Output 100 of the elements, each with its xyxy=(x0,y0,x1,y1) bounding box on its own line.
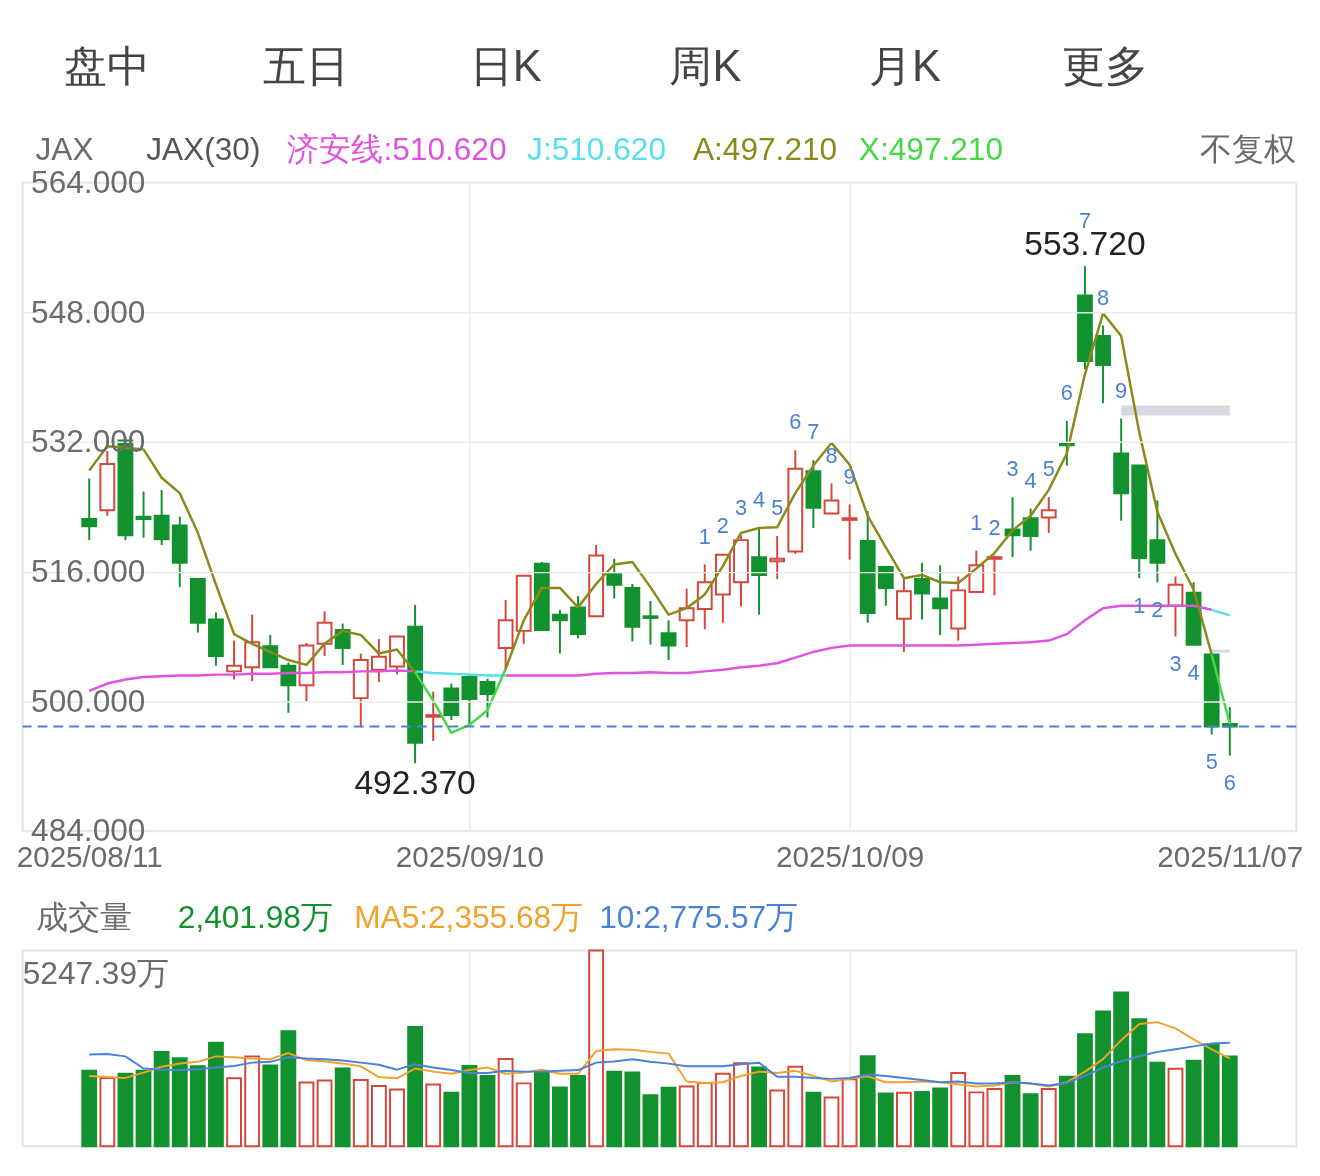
bar xyxy=(1185,1059,1202,1148)
bar xyxy=(1058,1075,1075,1148)
bar xyxy=(769,1089,786,1148)
x-tick-label: 2025/11/07 xyxy=(1157,840,1304,874)
bar xyxy=(1113,991,1130,1148)
candlestick xyxy=(877,565,894,607)
annotation: 9 xyxy=(1115,377,1128,403)
annotation: 1 xyxy=(970,509,983,535)
bar xyxy=(425,1083,442,1148)
bar xyxy=(1004,1074,1021,1148)
y-tick-label: 516.000 xyxy=(31,553,146,590)
bar xyxy=(81,1069,98,1148)
candlestick xyxy=(370,637,387,683)
annotation: 4 xyxy=(1187,660,1200,686)
x-tick-label: 2025/09/10 xyxy=(395,840,545,874)
bar xyxy=(1022,1093,1039,1148)
bar xyxy=(914,1090,930,1148)
bar xyxy=(932,1087,949,1148)
annotation: 8 xyxy=(825,442,838,468)
chart-subtitle: JAX(30) xyxy=(146,131,261,168)
annotation: 6 xyxy=(1223,770,1236,796)
annotation: 4 xyxy=(753,487,766,513)
bar xyxy=(280,1030,297,1148)
text: MA5:2,355.68万 xyxy=(354,898,584,935)
candlestick xyxy=(751,526,767,616)
bar xyxy=(968,1091,985,1148)
bar xyxy=(298,1081,315,1148)
bar xyxy=(823,1096,840,1148)
bar xyxy=(1221,1055,1238,1148)
bar xyxy=(588,949,605,1148)
y-tick-label: 548.000 xyxy=(31,293,146,330)
candlestick xyxy=(479,677,496,719)
candlestick xyxy=(914,561,930,621)
y-tick-label: 532.000 xyxy=(31,423,146,460)
bar xyxy=(787,1065,804,1148)
bar xyxy=(370,1085,387,1148)
candlestick xyxy=(769,535,786,581)
bar xyxy=(389,1088,405,1148)
bar xyxy=(986,1088,1003,1148)
bar xyxy=(1149,1061,1166,1148)
chart-title: 成交量 xyxy=(35,898,132,935)
bar xyxy=(696,1081,713,1148)
candlestick xyxy=(81,477,98,542)
annotation: 5247.39万 xyxy=(22,955,169,992)
text: X:497.210 xyxy=(858,131,1004,168)
bar xyxy=(950,1072,967,1148)
bar xyxy=(1077,1033,1093,1148)
bar xyxy=(533,1071,550,1148)
bar xyxy=(352,1079,369,1148)
bar xyxy=(171,1057,188,1148)
bar xyxy=(859,1055,876,1148)
text: 不复权 xyxy=(1200,131,1297,168)
bar xyxy=(606,1070,623,1148)
bar xyxy=(407,1026,423,1148)
bar xyxy=(1095,1010,1111,1148)
bar xyxy=(751,1066,767,1148)
bar xyxy=(733,1062,749,1148)
text: 济安线:510.620 xyxy=(287,131,507,168)
bar xyxy=(714,1072,731,1148)
bar xyxy=(226,1077,242,1148)
text: 周K xyxy=(669,42,742,91)
text: 月K xyxy=(869,42,942,91)
text: 10:2,775.57万 xyxy=(599,898,799,935)
bar xyxy=(497,1057,514,1148)
candlestick xyxy=(1040,496,1057,534)
bar xyxy=(316,1079,333,1148)
annotation: 8 xyxy=(1097,284,1110,310)
candlestick xyxy=(642,599,659,646)
bar xyxy=(262,1064,279,1148)
bar xyxy=(552,1086,568,1148)
bar xyxy=(461,1064,478,1148)
bar xyxy=(135,1069,152,1148)
candlestick xyxy=(552,608,568,655)
bar xyxy=(1203,1043,1220,1148)
text: 更多 xyxy=(1061,42,1148,91)
bar xyxy=(244,1055,261,1148)
bar xyxy=(841,1078,858,1148)
text: 盘中 xyxy=(63,42,150,91)
bar xyxy=(877,1092,894,1148)
annotation: 7 xyxy=(807,419,820,445)
bar xyxy=(189,1065,206,1148)
candlestick xyxy=(678,587,695,649)
annotation: 2 xyxy=(988,514,1001,540)
annotation: 3 xyxy=(734,494,748,520)
text: A:497.210 xyxy=(692,131,838,168)
annotation: 5 xyxy=(1042,456,1055,482)
text: 五日 xyxy=(263,42,350,91)
annotation: 5 xyxy=(771,495,784,521)
bar xyxy=(479,1074,496,1148)
bar xyxy=(896,1091,912,1148)
candlestick xyxy=(606,557,623,600)
annotation: 2 xyxy=(716,513,729,539)
annotation: 7 xyxy=(1078,207,1091,233)
bar xyxy=(624,1071,641,1148)
annotation: 3 xyxy=(1006,456,1019,482)
annotation: 5 xyxy=(1205,749,1218,775)
bar xyxy=(570,1074,586,1148)
annotation: 3 xyxy=(1169,651,1182,677)
bar xyxy=(1167,1067,1184,1148)
annotation: 492.370 xyxy=(354,763,476,801)
